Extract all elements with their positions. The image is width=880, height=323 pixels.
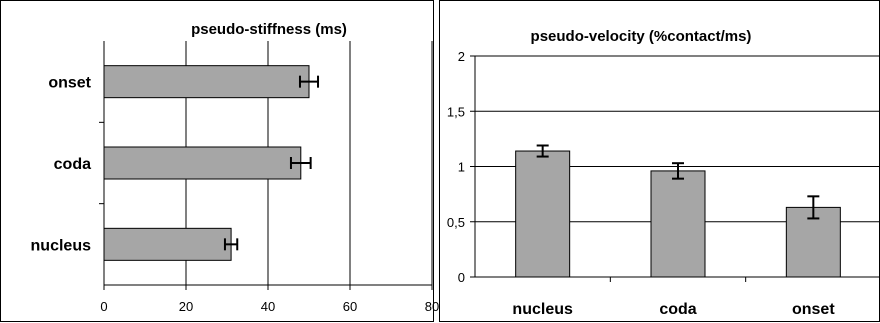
stiffness-chart-panel: pseudo-stiffness (ms) 0 20 40 60 80 onset coda n… [0,0,440,322]
category-label: nucleus [31,237,92,254]
bar [103,227,232,261]
y-tick-label: 1,5 [447,104,465,119]
x-tick-label: 60 [343,299,357,314]
y-tick-label: 1 [458,160,465,175]
y-tick-label: 0,5 [447,215,465,230]
x-tick-label: 20 [179,299,193,314]
category-label: coda [54,156,91,173]
category-label: onset [792,301,835,318]
stiffness-chart: pseudo-stiffness (ms) 0 20 40 60 80 onset coda n… [31,21,440,314]
category-label: onset [48,75,91,92]
chart-title: pseudo-stiffness (ms) [191,21,347,38]
velocity-chart-panel: pseudo-velocity (%contact/ms) 0 0,5 1 1,5 2 nu… [439,0,880,322]
bar [515,150,571,278]
y-tick-label: 0 [458,270,465,285]
x-tick-label: 40 [261,299,275,314]
x-tick-label: 80 [425,299,439,314]
bar [103,146,302,180]
velocity-chart: pseudo-velocity (%contact/ms) 0 0,5 1 1,5 2 nu… [447,28,880,318]
category-label: nucleus [512,301,573,318]
y-tick-label: 2 [458,49,465,64]
bar [103,65,310,99]
x-tick-label: 0 [100,299,107,314]
chart-title: pseudo-velocity (%contact/ms) [531,28,752,45]
category-label: coda [659,301,696,318]
bar [650,170,706,278]
